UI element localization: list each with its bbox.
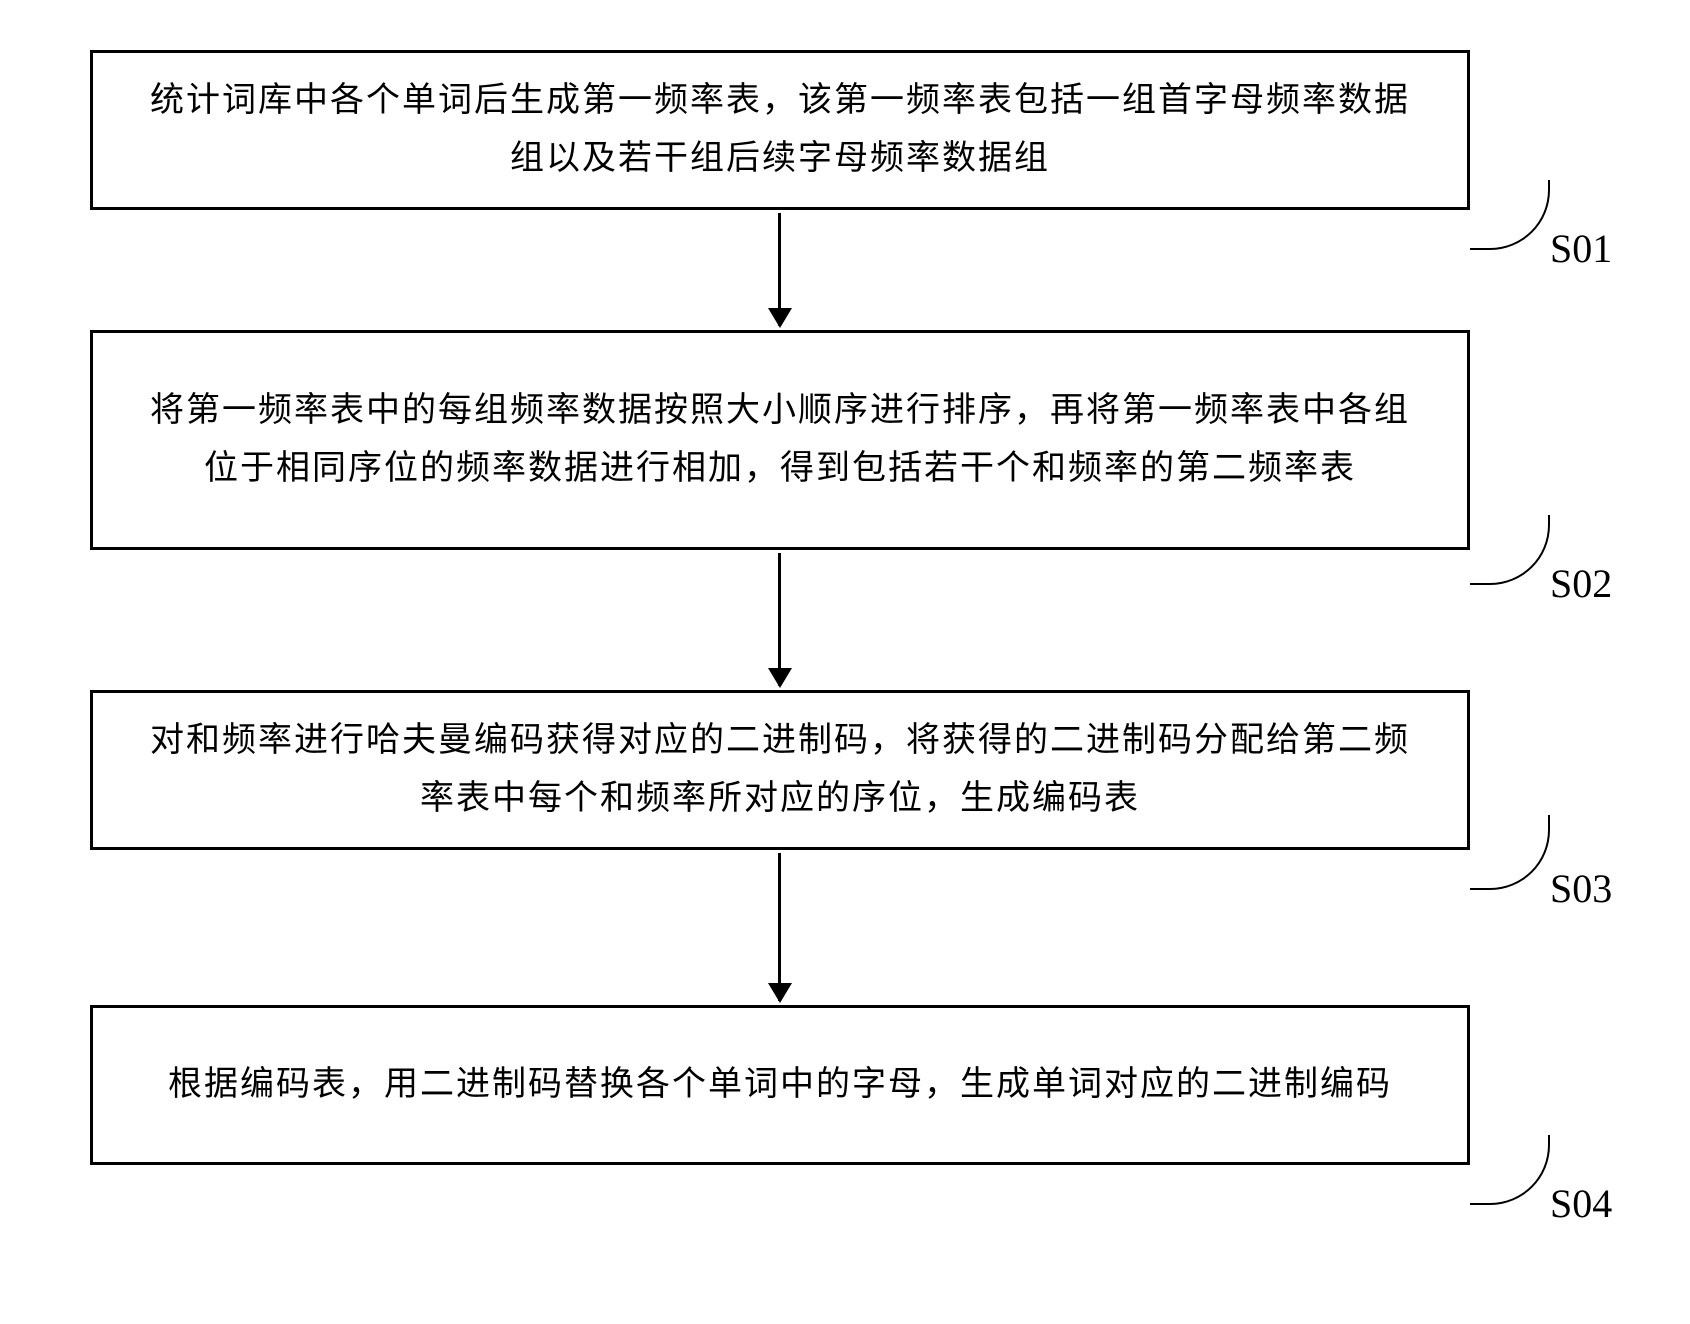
arrow-2-3 [778,553,781,686]
step-text: 统计词库中各个单词后生成第一频率表，该第一频率表包括一组首字母频率数据组以及若干… [133,72,1427,188]
arrow-1-2 [778,213,781,326]
step-label-s04: S04 [1550,1180,1612,1227]
step-label-s02: S02 [1550,560,1612,607]
step-text: 根据编码表，用二进制码替换各个单词中的字母，生成单词对应的二进制编码 [168,1056,1392,1114]
arrow-3-4 [778,853,781,1001]
step-box-s01: 统计词库中各个单词后生成第一频率表，该第一频率表包括一组首字母频率数据组以及若干… [90,50,1470,210]
label-leader-s02 [1470,515,1550,585]
step-box-s04: 根据编码表，用二进制码替换各个单词中的字母，生成单词对应的二进制编码 [90,1005,1470,1165]
step-box-s02: 将第一频率表中的每组频率数据按照大小顺序进行排序，再将第一频率表中各组位于相同序… [90,330,1470,550]
step-box-s03: 对和频率进行哈夫曼编码获得对应的二进制码，将获得的二进制码分配给第二频率表中每个… [90,690,1470,850]
label-leader-s04 [1470,1135,1550,1205]
label-leader-s01 [1470,180,1550,250]
label-leader-s03 [1470,815,1550,890]
step-text: 将第一频率表中的每组频率数据按照大小顺序进行排序，再将第一频率表中各组位于相同序… [133,382,1427,498]
flowchart-container: 统计词库中各个单词后生成第一频率表，该第一频率表包括一组首字母频率数据组以及若干… [20,40,1670,1284]
step-label-s03: S03 [1550,865,1612,912]
step-label-s01: S01 [1550,225,1612,272]
step-text: 对和频率进行哈夫曼编码获得对应的二进制码，将获得的二进制码分配给第二频率表中每个… [133,712,1427,828]
